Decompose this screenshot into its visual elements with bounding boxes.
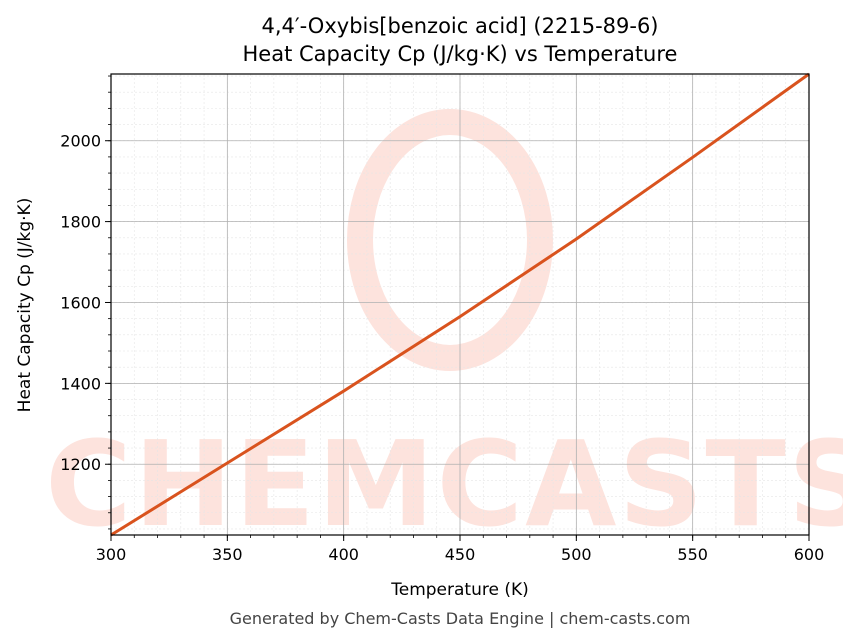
x-tick-label: 450 <box>445 545 476 564</box>
watermark-text: CHEMCASTS <box>45 415 843 553</box>
footer-text: Generated by Chem-Casts Data Engine | ch… <box>230 609 691 628</box>
watermark-ring-icon <box>347 109 553 371</box>
x-tick-label: 600 <box>794 545 825 564</box>
chart-title: 4,4′-Oxybis[benzoic acid] (2215-89-6) <box>261 14 658 38</box>
x-axis: 300 350 400 450 500 550 600 <box>96 535 825 564</box>
y-axis: 1200 1400 1600 1800 2000 <box>60 75 111 530</box>
y-tick-label: 1800 <box>60 213 101 232</box>
x-tick-label: 500 <box>561 545 592 564</box>
x-axis-label: Temperature (K) <box>390 580 529 600</box>
watermark: CHEMCASTS <box>45 109 843 553</box>
y-tick-label: 1600 <box>60 293 101 312</box>
x-tick-label: 350 <box>212 545 243 564</box>
x-tick-label: 400 <box>328 545 359 564</box>
y-tick-label: 2000 <box>60 132 101 151</box>
y-tick-label: 1200 <box>60 455 101 474</box>
chart-subtitle: Heat Capacity Cp (J/kg·K) vs Temperature <box>243 42 678 66</box>
x-tick-label: 550 <box>677 545 708 564</box>
y-tick-label: 1400 <box>60 374 101 393</box>
series-layer <box>110 72 810 537</box>
y-axis-label: Heat Capacity Cp (J/kg·K) <box>15 198 35 413</box>
x-tick-label: 300 <box>96 545 127 564</box>
series-line-heat-capacity <box>110 72 810 537</box>
